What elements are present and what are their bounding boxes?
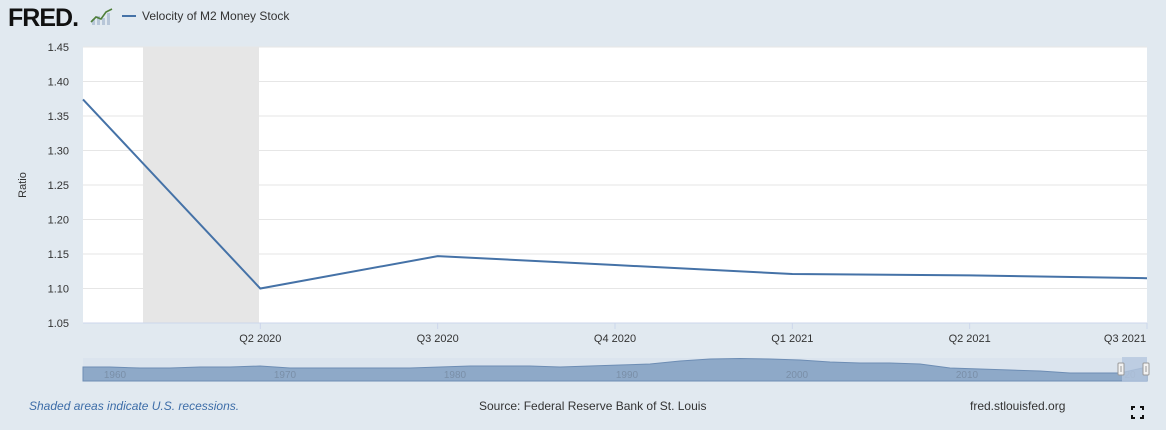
series-line bbox=[82, 98, 1148, 290]
y-tick-label: 1.40 bbox=[48, 77, 69, 89]
x-axis: Q2 2020 Q3 2020 Q4 2020 Q1 2021 Q2 2021 Q3 20… bbox=[83, 322, 1148, 345]
y-tick-label: 1.30 bbox=[48, 146, 69, 158]
x-tick-label: Q1 2021 bbox=[771, 333, 813, 345]
y-tick-label: 1.05 bbox=[48, 318, 69, 330]
navigator-year-label: 2000 bbox=[786, 370, 809, 381]
y-tick-label: 1.25 bbox=[48, 180, 69, 192]
navigator-year-label: 1960 bbox=[104, 370, 127, 381]
y-tick-label: 1.20 bbox=[48, 215, 69, 227]
logo-dot: . bbox=[72, 4, 79, 32]
site-link[interactable]: fred.stlouisfed.org bbox=[970, 399, 1066, 413]
legend-line-swatch bbox=[122, 15, 136, 17]
legend-label: Velocity of M2 Money Stock bbox=[142, 9, 290, 23]
recession-note: Shaded areas indicate U.S. recessions. bbox=[29, 399, 240, 413]
navigator-year-label: 2010 bbox=[956, 370, 979, 381]
navigator[interactable]: 19601970198019902000201020 bbox=[82, 357, 1150, 382]
y-axis: 1.05 1.10 1.15 1.20 1.25 1.30 1.35 1.40 1.45 bbox=[48, 42, 69, 330]
y-tick-label: 1.10 bbox=[48, 284, 69, 296]
fred-logo[interactable]: FRED. bbox=[8, 4, 79, 32]
x-tick-label: Q3 2021 bbox=[1104, 333, 1146, 345]
navigator-year-label: 1970 bbox=[274, 370, 297, 381]
chart-legend[interactable]: Velocity of M2 Money Stock bbox=[122, 9, 289, 23]
navigator-year-label: 1980 bbox=[444, 370, 467, 381]
y-tick-label: 1.45 bbox=[48, 42, 69, 54]
x-tick-label: Q2 2021 bbox=[949, 333, 991, 345]
navigator-year-label: 1990 bbox=[616, 370, 639, 381]
fullscreen-icon[interactable] bbox=[1131, 406, 1144, 419]
x-tick-label: Q3 2020 bbox=[417, 333, 459, 345]
logo-graph-icon bbox=[90, 7, 114, 27]
x-tick-label: Q4 2020 bbox=[594, 333, 636, 345]
chart: 1.05 1.10 1.15 1.20 1.25 1.30 1.35 1.40 1.45 Q2 … bbox=[17, 42, 1150, 382]
x-tick-label: Q2 2020 bbox=[239, 333, 281, 345]
y-axis-label: Ratio bbox=[17, 172, 29, 198]
source-text: Source: Federal Reserve Bank of St. Loui… bbox=[479, 399, 707, 413]
y-tick-label: 1.35 bbox=[48, 111, 69, 123]
y-tick-label: 1.15 bbox=[48, 249, 69, 261]
logo-text: FRED bbox=[8, 4, 73, 32]
navigator-series-area bbox=[82, 357, 1148, 382]
